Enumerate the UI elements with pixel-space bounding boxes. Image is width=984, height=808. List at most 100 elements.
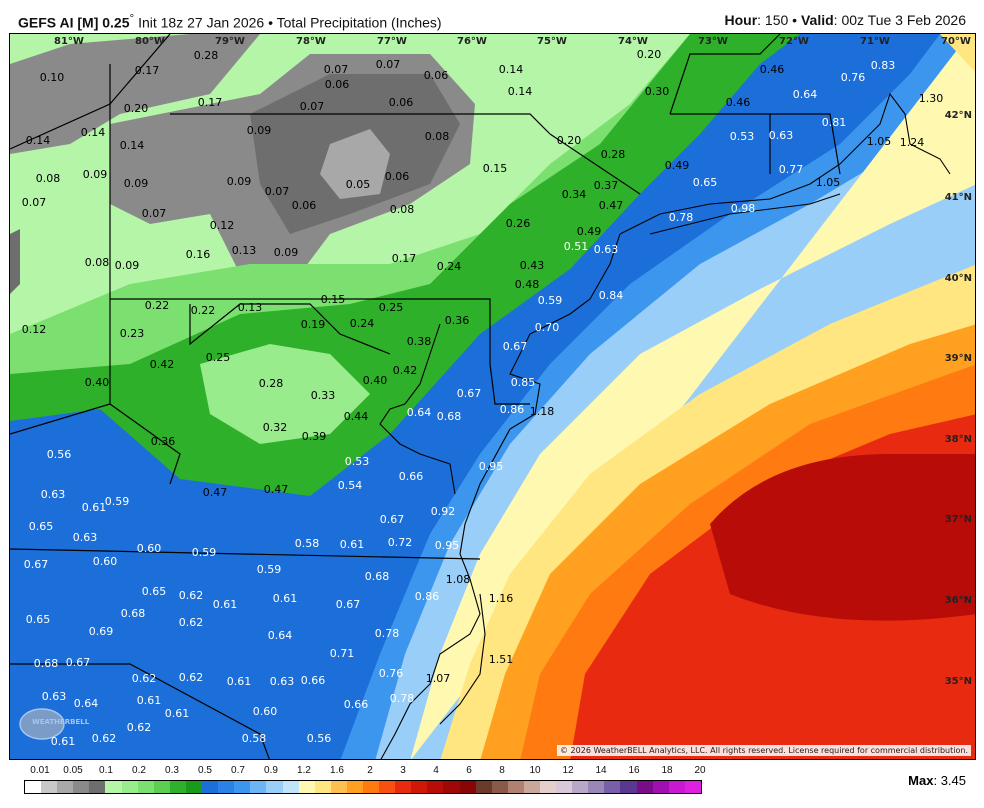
colorbar-tick-label: 0.5 [198,765,212,776]
precip-value-label: 0.64 [407,406,432,419]
precip-value-label: 0.09 [274,246,299,259]
precip-value-label: 0.68 [34,657,59,670]
precip-value-label: 0.19 [301,318,326,331]
precip-value-label: 0.63 [594,243,619,256]
precip-value-label: 0.42 [393,364,418,377]
colorbar-swatch [73,781,90,793]
precip-value-label: 0.53 [345,455,370,468]
precip-value-label: 0.78 [669,211,694,224]
precip-value-label: 0.06 [325,78,350,91]
colorbar-swatch [379,781,396,793]
precip-value-label: 0.66 [301,674,326,687]
latitude-label: 37°N [945,514,972,525]
latitude-label: 41°N [945,192,972,203]
colorbar-swatch [169,781,186,793]
colorbar-swatch [668,781,685,793]
precip-value-label: 0.43 [520,259,545,272]
precip-value-label: 0.85 [511,376,536,389]
colorbar-swatch [556,781,573,793]
precip-value-label: 0.58 [295,537,320,550]
precip-value-label: 0.67 [66,656,91,669]
precip-value-label: 0.95 [435,539,460,552]
precip-value-label: 0.62 [179,616,204,629]
colorbar-swatch [604,781,621,793]
precip-value-label: 0.62 [179,589,204,602]
precip-value-label: 0.60 [93,555,118,568]
precip-value-label: 0.12 [22,323,47,336]
colorbar-swatch [185,781,203,793]
map-canvas: 81°W 80°W 79°W 78°W 77°W 76°W 75°W 74°W 73°W 72°W… [10,34,975,759]
latitude-label: 42°N [945,110,972,121]
precip-value-label: 0.09 [83,168,108,181]
longitude-label: 81°W [54,36,84,47]
precip-value-label: 0.61 [340,538,365,551]
precip-value-label: 0.71 [330,647,355,660]
colorbar-tick-label: 8 [499,765,505,776]
colorbar-swatch [330,781,347,793]
precip-value-label: 0.26 [506,217,531,230]
precip-value-label: 1.18 [530,405,555,418]
init-info: Init 18z 27 Jan 2026 • Total Precipitati… [134,14,442,31]
precip-value-label: 0.59 [257,563,282,576]
longitude-label: 79°W [215,36,245,47]
precip-value-label: 1.08 [446,573,471,586]
precipitation-map[interactable]: 81°W 80°W 79°W 78°W 77°W 76°W 75°W 74°W 73°W 72°W… [9,33,976,760]
hour-label: Hour [724,12,758,28]
precip-value-label: 0.59 [538,294,563,307]
colorbar-swatch [636,781,653,793]
longitude-label: 78°W [296,36,326,47]
precip-value-label: 0.23 [120,327,145,340]
precip-value-label: 0.49 [665,159,690,172]
precip-value-label: 0.63 [270,675,295,688]
precip-value-label: 0.10 [40,71,65,84]
colorbar-swatch [153,781,170,793]
colorbar-swatch [684,781,701,793]
colorbar-swatch [298,781,315,793]
longitude-label: 70°W [941,36,971,47]
precip-value-label: 0.28 [194,49,219,62]
colorbar-swatch [346,781,363,793]
precip-value-label: 0.67 [24,558,49,571]
max-label: Max [908,773,934,788]
precip-value-label: 0.22 [145,299,170,312]
colorbar-swatch [121,781,138,793]
colorbar-swatch [314,781,331,793]
colorbar-swatch [588,781,605,793]
precip-value-label: 0.15 [483,162,508,175]
precip-value-label: 0.70 [535,321,560,334]
precip-value-label: 0.37 [594,179,619,192]
precip-value-label: 0.65 [693,176,718,189]
precip-value-label: 0.81 [822,116,847,129]
colorbar-tick-label: 12 [562,765,574,776]
precip-value-label: 0.05 [346,178,371,191]
precip-value-label: 0.07 [300,100,325,113]
precip-value-label: 0.58 [242,732,267,745]
max-value: Max: 3.45 [908,773,966,788]
colorbar-tick-label: 2 [367,765,373,776]
precip-value-label: 0.60 [137,542,162,555]
precip-value-label: 0.68 [121,607,146,620]
precip-value-label: 1.16 [489,592,514,605]
precip-value-label: 0.14 [81,126,106,139]
precip-value-label: 0.72 [388,536,413,549]
precip-value-label: 0.63 [769,129,794,142]
precip-value-label: 0.17 [198,96,223,109]
precip-value-label: 0.47 [264,483,289,496]
precip-value-label: 0.69 [89,625,114,638]
precip-value-label: 1.24 [900,136,925,149]
map-title: GEFS AI [M] 0.25° Init 18z 27 Jan 2026 •… [18,12,442,31]
precip-value-label: 0.20 [637,48,662,61]
longitude-label: 74°W [618,36,648,47]
precip-value-label: 0.44 [344,410,369,423]
precip-value-label: 0.67 [336,598,361,611]
colorbar-tick-label: 0.2 [132,765,146,776]
colorbar-swatch [572,781,589,793]
precip-value-label: 0.78 [375,627,400,640]
colorbar-swatch [234,781,251,793]
colorbar-swatch [507,781,524,793]
precip-value-label: 0.64 [74,697,99,710]
colorbar-swatch [443,781,460,793]
colorbar-tick-label: 10 [529,765,541,776]
precip-value-label: 0.28 [259,377,284,390]
precip-value-label: 0.76 [841,71,866,84]
